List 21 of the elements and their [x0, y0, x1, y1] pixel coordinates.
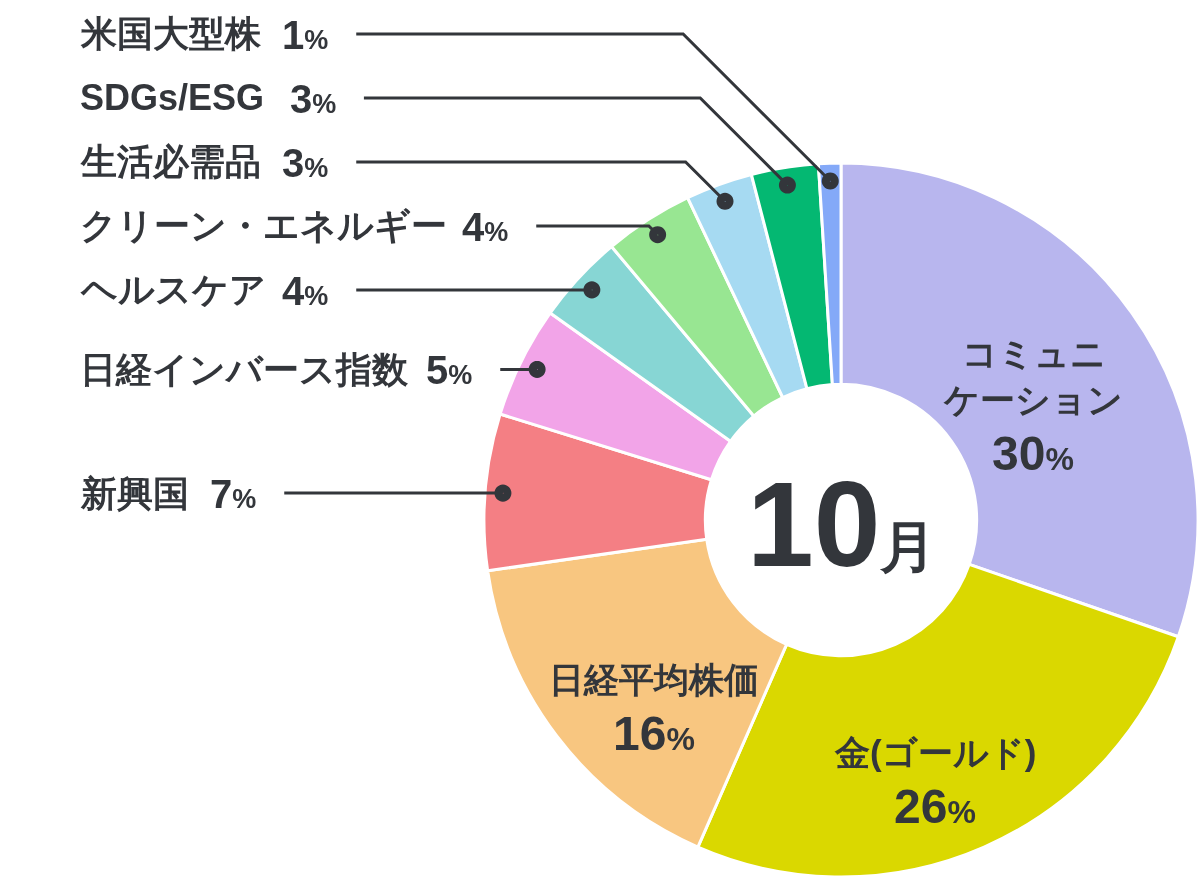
slice-label: SDGs/ESG: [80, 77, 265, 118]
slice-label: ヘルスケア: [80, 269, 266, 310]
data-label: 3%: [290, 77, 337, 121]
data-label: 30%: [992, 427, 1074, 480]
data-label: 4%: [282, 269, 329, 313]
slice-label: 金(ゴールド): [834, 733, 1037, 772]
slice-label: コミュニケーション: [943, 334, 1123, 419]
data-label: 26%: [894, 780, 976, 833]
slice-label: 米国大型株: [80, 13, 262, 54]
data-label: 1%: [282, 13, 329, 57]
data-label: 16%: [613, 707, 695, 760]
text: 10月: [747, 457, 937, 591]
data-label: 5%: [426, 348, 473, 392]
slice-label: 日経平均株価: [549, 660, 759, 699]
data-label: 3%: [282, 141, 329, 185]
slice-label: クリーン・エネルギー: [80, 205, 447, 246]
slice-label: 新興国: [80, 473, 189, 514]
slice-label: 日経インバース指数: [80, 349, 409, 390]
data-label: 4%: [462, 205, 509, 249]
slice-label: 生活必需品: [80, 141, 261, 182]
data-label: 7%: [210, 472, 257, 516]
